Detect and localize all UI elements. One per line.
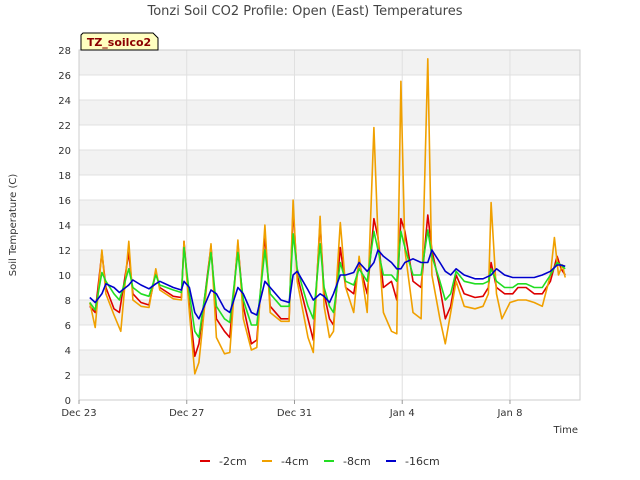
- plot-band: [79, 350, 580, 375]
- legend-label: -8cm: [343, 455, 371, 468]
- y-tick-label: 10: [58, 271, 71, 282]
- plot-frame: [78, 49, 581, 401]
- y-tick-label: 16: [58, 196, 71, 207]
- x-tick-label: Dec 31: [277, 408, 312, 419]
- y-tick-label: 6: [65, 321, 71, 332]
- legend-item: -16cm: [386, 455, 440, 468]
- plot-band: [79, 200, 580, 225]
- y-tick-label: 26: [58, 71, 71, 82]
- y-tick-label: 0: [65, 396, 71, 407]
- series-line-2cm: [89, 207, 566, 358]
- legend-item: -2cm: [200, 455, 247, 468]
- series-line-4cm: [89, 58, 566, 375]
- plot-band: [79, 100, 580, 125]
- plot-band: [79, 50, 580, 75]
- legend-item: -4cm: [262, 455, 309, 468]
- y-tick-label: 2: [65, 371, 71, 382]
- series-layer: [89, 58, 566, 375]
- x-tick-label: Dec 23: [61, 408, 96, 419]
- y-axis-label: Soil Temperature (C): [8, 174, 19, 277]
- x-tick-label: Jan 4: [389, 408, 415, 419]
- y-tick-label: 20: [58, 146, 71, 157]
- plot-band: [79, 250, 580, 275]
- y-tick-label: 22: [58, 121, 71, 132]
- x-axis-label: Time: [553, 425, 578, 436]
- y-tick-label: 18: [58, 171, 71, 182]
- legend: -2cm -4cm -8cm -16cm: [200, 455, 440, 468]
- y-tick-label: 14: [58, 221, 71, 232]
- x-axis-ticks: Dec 23 Dec 27 Dec 31 Jan 4 Jan 8: [61, 400, 522, 419]
- plot-band: [79, 150, 580, 175]
- x-tick-label: Dec 27: [169, 408, 204, 419]
- legend-label: -16cm: [405, 455, 440, 468]
- series-line-8cm: [89, 229, 566, 339]
- series-line-16cm: [89, 249, 566, 320]
- chart-title: Tonzi Soil CO2 Profile: Open (East) Temp…: [146, 4, 462, 19]
- tag-label: TZ_soilco2: [87, 36, 151, 49]
- y-tick-label: 12: [58, 246, 71, 257]
- legend-label: -4cm: [281, 455, 309, 468]
- y-tick-label: 24: [58, 96, 71, 107]
- y-tick-label: 28: [58, 46, 71, 57]
- x-tick-label: Jan 8: [496, 408, 522, 419]
- tag-box-shape: [80, 32, 159, 51]
- y-tick-label: 8: [65, 296, 71, 307]
- y-tick-label: 4: [65, 346, 71, 357]
- legend-item: -8cm: [324, 455, 371, 468]
- tag-box: TZ_soilco2: [80, 32, 159, 51]
- legend-label: -2cm: [219, 455, 247, 468]
- plot-bands: [79, 50, 580, 375]
